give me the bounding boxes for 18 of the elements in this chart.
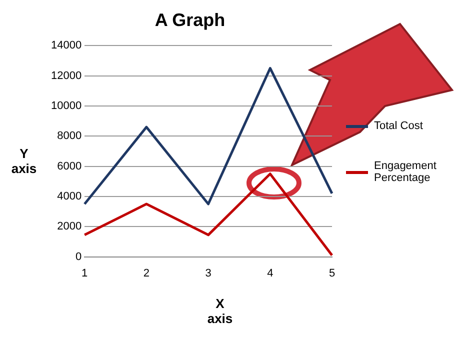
chart-title: A Graph: [154, 10, 226, 30]
y-axis-title: Y axis: [10, 146, 38, 176]
x-axis-title: X axis: [206, 296, 234, 326]
y-tick-label: 8000: [57, 130, 82, 142]
y-tick-label: 0: [75, 250, 82, 263]
y-tick-label: 12000: [50, 70, 82, 82]
y-tick-label: 4000: [57, 190, 82, 202]
legend-label: Engagement Percentage: [374, 160, 438, 184]
legend-label: Total Cost: [374, 120, 423, 132]
x-tick-label: 5: [328, 267, 336, 280]
y-tick-label: 10000: [50, 100, 82, 112]
y-tick-label: 14000: [50, 40, 82, 52]
x-tick-label: 3: [205, 267, 212, 280]
x-tick-label: 2: [143, 267, 150, 280]
y-tick-label: 6000: [57, 160, 82, 172]
y-tick-label: 2000: [57, 220, 82, 233]
x-tick-label: 1: [82, 267, 88, 280]
x-tick-label: 4: [267, 267, 274, 280]
